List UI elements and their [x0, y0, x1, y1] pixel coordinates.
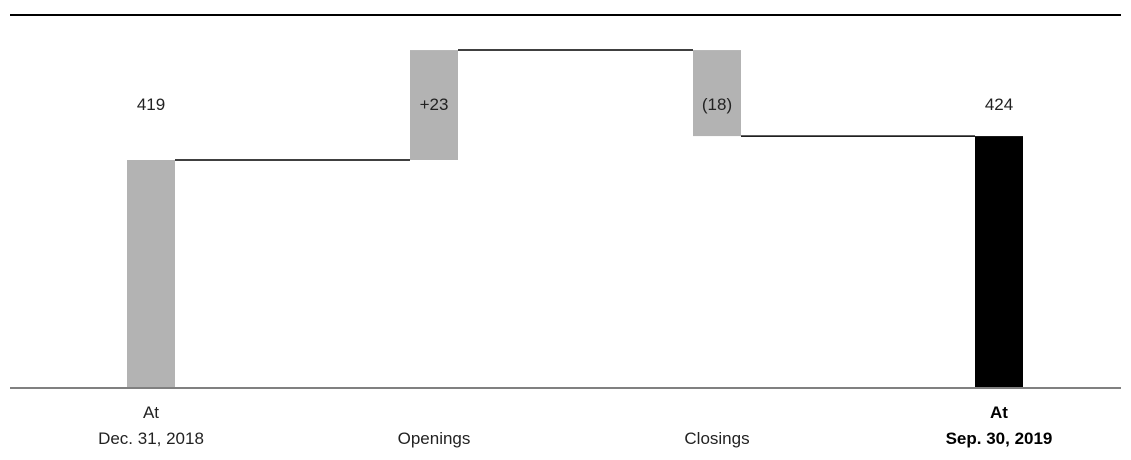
value-label-1: 419	[137, 95, 165, 114]
category-label-2: Openings	[398, 429, 471, 448]
chart-labels: 419 +23 (18) 424 At Dec. 31, 2018 Openings Clos…	[98, 95, 1052, 448]
bar-4	[975, 136, 1023, 387]
value-label-3: (18)	[702, 95, 732, 114]
category-label-line: Closings	[684, 429, 749, 448]
value-label-2: +23	[420, 95, 449, 114]
bar-1	[127, 160, 175, 387]
bar-2	[410, 50, 458, 161]
category-label-4: At Sep. 30, 2019	[946, 403, 1053, 448]
category-label-1: At Dec. 31, 2018	[98, 403, 204, 448]
category-label-line: Sep. 30, 2019	[946, 429, 1053, 448]
category-label-3: Closings	[684, 429, 749, 448]
category-label-line: At	[990, 403, 1008, 422]
category-label-line: Dec. 31, 2018	[98, 429, 204, 448]
category-label-line: At	[143, 403, 159, 422]
bar-3	[693, 50, 741, 137]
value-label-4: 424	[985, 95, 1013, 114]
chart-marks	[127, 49, 1023, 387]
category-label-line: Openings	[398, 429, 471, 448]
